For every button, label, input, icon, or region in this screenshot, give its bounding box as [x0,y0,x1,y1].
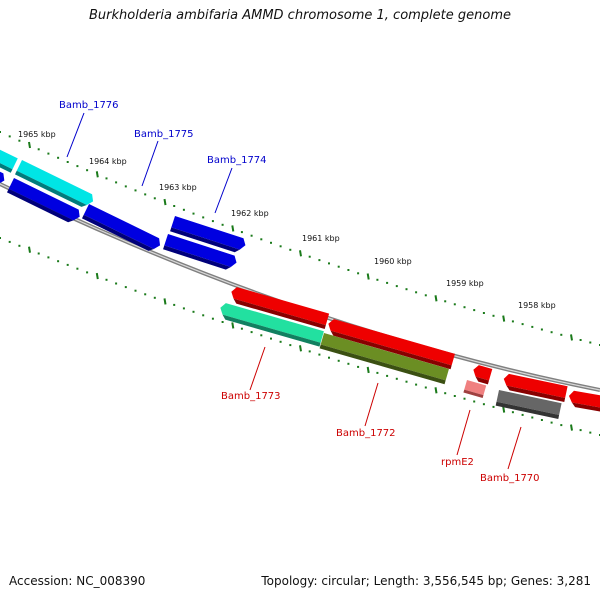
leader-lines [66,112,522,470]
label-bamb-1772[interactable]: Bamb_1772 [336,428,396,439]
kbp-label-1960: 1960 kbp [374,257,412,266]
leader-rpme2 [456,409,471,456]
kbp-label-1964: 1964 kbp [89,157,127,166]
major-tick [366,273,370,280]
gene-bamb-1775[interactable] [6,178,82,226]
label-bamb-1774[interactable]: Bamb_1774 [207,155,267,166]
gene-bamb-1772-red[interactable] [326,318,455,370]
label-bamb-1775[interactable]: Bamb_1775 [134,129,194,140]
gene-small-red[interactable] [471,364,493,385]
gene-bamb-1773[interactable] [218,302,324,347]
leader-bamb-1770 [507,426,522,470]
major-tick [570,424,573,431]
unlabeled-reverse-feature[interactable] [229,286,330,329]
gene-bamb-1775-b[interactable] [81,204,163,254]
leader-bamb-1776 [66,112,85,158]
leader-bamb-1775 [141,140,159,187]
label-bamb-1770[interactable]: Bamb_1770 [480,473,540,484]
gene-red-edge[interactable] [567,390,600,413]
kbp-label-1965: 1965 kbp [18,130,56,139]
gene-bamb-1776-partial[interactable] [0,140,18,173]
major-tick [95,272,99,280]
major-tick [231,322,235,329]
label-bamb-1773[interactable]: Bamb_1773 [221,391,281,402]
major-tick [502,406,506,413]
accession-text: Accession: NC_008390 [9,574,146,588]
major-tick [502,315,506,322]
gene-bamb-1774[interactable] [170,216,247,255]
kbp-label-1961: 1961 kbp [302,234,340,243]
tick-marks [0,131,600,436]
major-tick [570,334,573,341]
major-tick [299,250,302,257]
leader-bamb-1774 [214,167,233,214]
kbp-label-1959: 1959 kbp [446,279,484,288]
major-tick [366,366,370,374]
major-tick [163,198,167,206]
major-tick [28,246,31,253]
major-tick [231,225,235,232]
leader-bamb-1772 [364,382,379,427]
gene-bamb-1774-b[interactable] [163,234,238,272]
kbp-label-1963: 1963 kbp [159,183,197,192]
map-title: Burkholderia ambifaria AMMD chromosome 1… [88,8,512,23]
major-tick [299,345,302,352]
label-rpme2[interactable]: rpmE2 [441,457,474,468]
major-tick [434,387,438,394]
kbp-label-1962: 1962 kbp [231,209,269,218]
ruler-labels: 1965 kbp 1964 kbp 1963 kbp 1962 kbp 1961… [18,130,556,310]
gene-labels: Bamb_1776 Bamb_1775 Bamb_1774 Bamb_1773 … [59,100,540,484]
leader-bamb-1773 [249,346,266,391]
gene-bamb-1770[interactable] [495,390,562,419]
major-tick [434,295,438,302]
major-tick [95,171,99,178]
major-tick [28,141,31,149]
major-tick [163,298,167,305]
gene-bamb-1776[interactable] [14,160,96,210]
gene-rpme2[interactable] [463,380,487,399]
label-bamb-1776[interactable]: Bamb_1776 [59,100,119,111]
gene-red-1770-top[interactable] [502,373,568,402]
kbp-label-1958: 1958 kbp [518,301,556,310]
gene-bamb-1772[interactable] [319,333,449,385]
genome-summary-text: Topology: circular; Length: 3,556,545 bp… [261,574,591,588]
